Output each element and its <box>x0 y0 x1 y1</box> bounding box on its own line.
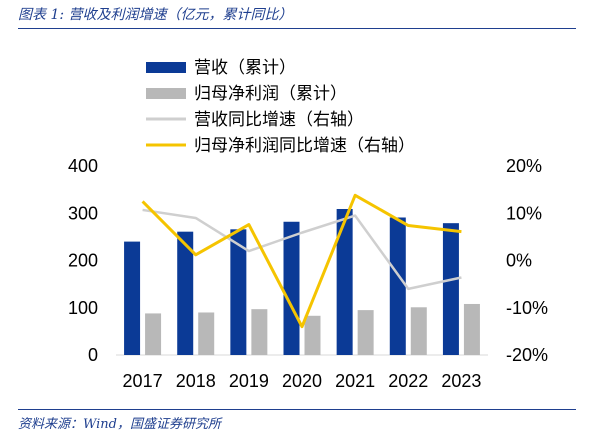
revenue-bar <box>177 231 194 355</box>
right-axis-tick-label: -20% <box>506 345 548 365</box>
x-axis-tick-label: 2019 <box>229 371 269 391</box>
chart-caption: 图表 1: 营收及利润增速（亿元，累计同比） <box>18 7 293 23</box>
source-rule <box>18 409 576 410</box>
x-axis-tick-label: 2020 <box>282 371 322 391</box>
left-axis-tick-label: 0 <box>88 345 98 365</box>
left-axis-tick-label: 400 <box>68 156 98 176</box>
revenue-bar <box>336 208 353 355</box>
source-note: 资料来源：Wind，国盛证券研究所 <box>18 417 221 432</box>
profit-bar <box>357 310 374 355</box>
profit-bar <box>304 315 321 355</box>
profit-bar <box>463 303 480 355</box>
profit-bar <box>198 312 215 355</box>
revenue-bar <box>124 241 141 355</box>
right-axis-tick-label: -10% <box>506 298 548 318</box>
legend-item-revenue-swatch <box>146 62 186 73</box>
x-axis-tick-label: 2023 <box>441 371 481 391</box>
profit-growth-line <box>141 193 462 329</box>
right-axis-tick-label: 10% <box>506 203 542 223</box>
left-axis-tick-label: 300 <box>68 203 98 223</box>
legend-item-revenue-growth-label: 营收同比增速（右轴） <box>194 110 364 130</box>
profit-bar <box>410 307 427 355</box>
bars <box>124 208 480 355</box>
legend-item-profit-label: 归母净利润（累计） <box>194 84 347 104</box>
x-axis-tick-label: 2018 <box>176 371 216 391</box>
right-axis-tick-label: 20% <box>506 156 542 176</box>
caption-rule <box>18 28 576 29</box>
legend-item-revenue-label: 营收（累计） <box>194 58 296 78</box>
x-axis-tick-label: 2017 <box>123 371 163 391</box>
revenue-bar <box>283 221 300 355</box>
x-axis-tick-label: 2022 <box>388 371 428 391</box>
revenue-bar <box>389 217 406 355</box>
profit-bar <box>251 309 268 355</box>
revenue-growth-line <box>142 208 462 291</box>
profit-bar <box>145 313 162 355</box>
legend-item-profit-swatch <box>146 88 186 99</box>
legend: 营收（累计） 归母净利润（累计） 营收同比增速（右轴） 归母净利润同比增速（右轴） <box>146 58 415 156</box>
revenue-bar <box>230 229 247 355</box>
right-axis-tick-label: 0% <box>506 251 532 271</box>
x-axis-tick-label: 2021 <box>335 371 375 391</box>
growth-lines <box>141 193 462 329</box>
axes: 0 100 200 300 400 -20% -10% 0% 10% 20% 2017 2018 201… <box>68 156 548 391</box>
legend-item-profit-growth-label: 归母净利润同比增速（右轴） <box>194 136 415 156</box>
revenue-bar <box>442 223 459 355</box>
left-axis-tick-label: 200 <box>68 251 98 271</box>
left-axis-tick-label: 100 <box>68 298 98 318</box>
